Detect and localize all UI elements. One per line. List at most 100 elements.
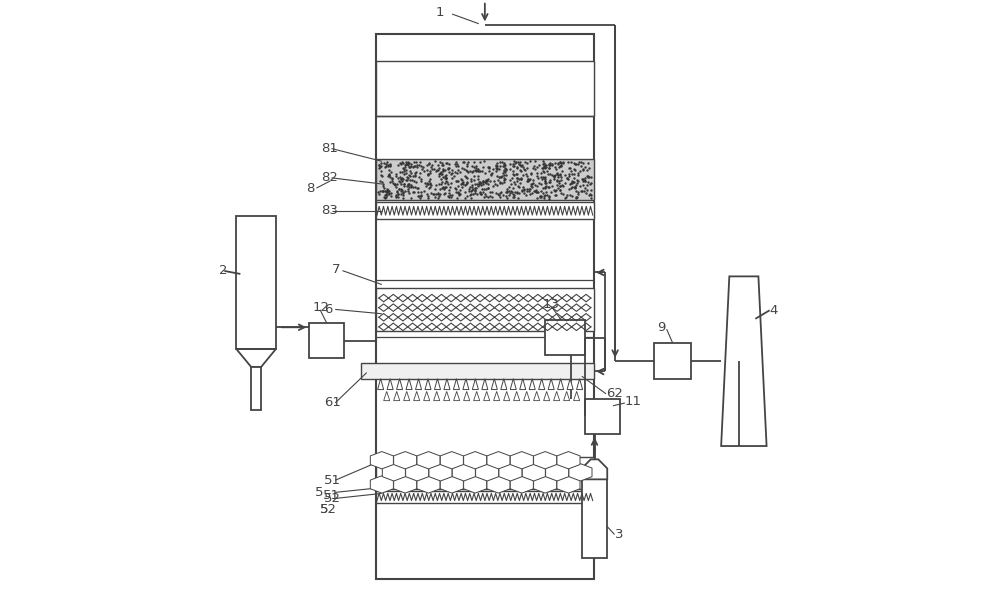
Point [502, 188, 518, 198]
Point [473, 178, 489, 188]
Point [544, 159, 560, 169]
Point [402, 175, 418, 185]
Point [488, 163, 504, 172]
Point [499, 187, 515, 197]
Point [391, 184, 407, 194]
Point [484, 192, 500, 202]
Polygon shape [394, 476, 417, 493]
Point [537, 172, 553, 181]
Point [403, 161, 419, 171]
Point [423, 188, 439, 198]
Point [475, 177, 491, 187]
Point [509, 177, 525, 186]
Point [481, 162, 497, 172]
Point [550, 159, 566, 169]
Point [443, 192, 459, 202]
Point [375, 181, 391, 191]
Point [535, 156, 551, 166]
Point [420, 169, 436, 179]
Point [496, 178, 512, 188]
Point [464, 182, 480, 192]
Point [497, 160, 513, 170]
Point [406, 176, 422, 186]
Point [512, 156, 528, 166]
Point [467, 178, 483, 188]
Point [472, 187, 488, 197]
Point [514, 186, 530, 196]
Point [496, 165, 512, 175]
Point [488, 160, 504, 170]
Point [390, 189, 406, 199]
Point [535, 159, 551, 169]
Point [567, 159, 583, 169]
Point [541, 194, 557, 203]
Point [395, 174, 411, 184]
Point [395, 190, 411, 200]
Polygon shape [554, 392, 560, 401]
Point [561, 170, 577, 180]
Point [435, 166, 451, 175]
Point [470, 172, 486, 181]
Point [576, 175, 592, 185]
Point [388, 181, 404, 191]
Point [552, 170, 568, 180]
Point [546, 171, 562, 181]
Point [384, 176, 400, 186]
Point [553, 172, 569, 182]
Polygon shape [524, 392, 530, 401]
Polygon shape [425, 379, 431, 390]
Point [403, 180, 419, 189]
Point [530, 187, 546, 197]
Point [516, 164, 532, 174]
Point [538, 178, 554, 188]
Point [509, 173, 525, 183]
Point [459, 159, 475, 169]
Point [569, 175, 585, 185]
Point [421, 183, 437, 193]
Point [441, 185, 457, 194]
Point [573, 157, 589, 167]
Point [492, 157, 508, 167]
Point [568, 186, 584, 196]
Point [431, 169, 447, 179]
Polygon shape [522, 464, 545, 481]
Point [529, 181, 545, 191]
Point [411, 172, 427, 182]
Point [475, 177, 491, 186]
Point [529, 162, 545, 172]
Polygon shape [404, 392, 410, 401]
Point [518, 169, 534, 179]
Point [523, 179, 539, 189]
Polygon shape [440, 476, 463, 493]
Point [557, 194, 573, 203]
Point [461, 185, 477, 194]
Point [544, 181, 560, 191]
Point [371, 159, 387, 169]
Point [496, 161, 512, 171]
Point [447, 159, 463, 169]
Point [555, 189, 571, 199]
Point [533, 168, 549, 178]
Point [398, 159, 414, 169]
Point [579, 171, 595, 181]
Point [411, 192, 427, 202]
Point [378, 192, 394, 202]
Point [388, 192, 404, 202]
Polygon shape [544, 392, 550, 401]
Polygon shape [510, 379, 516, 390]
Point [489, 164, 505, 174]
Polygon shape [569, 464, 592, 481]
Point [371, 163, 387, 173]
Point [469, 179, 485, 189]
Point [519, 184, 535, 194]
Polygon shape [582, 459, 607, 480]
Point [405, 172, 421, 181]
Point [402, 171, 418, 181]
Bar [236, 216, 276, 349]
Point [370, 187, 386, 197]
Point [443, 178, 459, 188]
Point [398, 169, 414, 178]
Point [396, 179, 412, 189]
Text: 51: 51 [322, 489, 339, 502]
Point [389, 186, 405, 196]
